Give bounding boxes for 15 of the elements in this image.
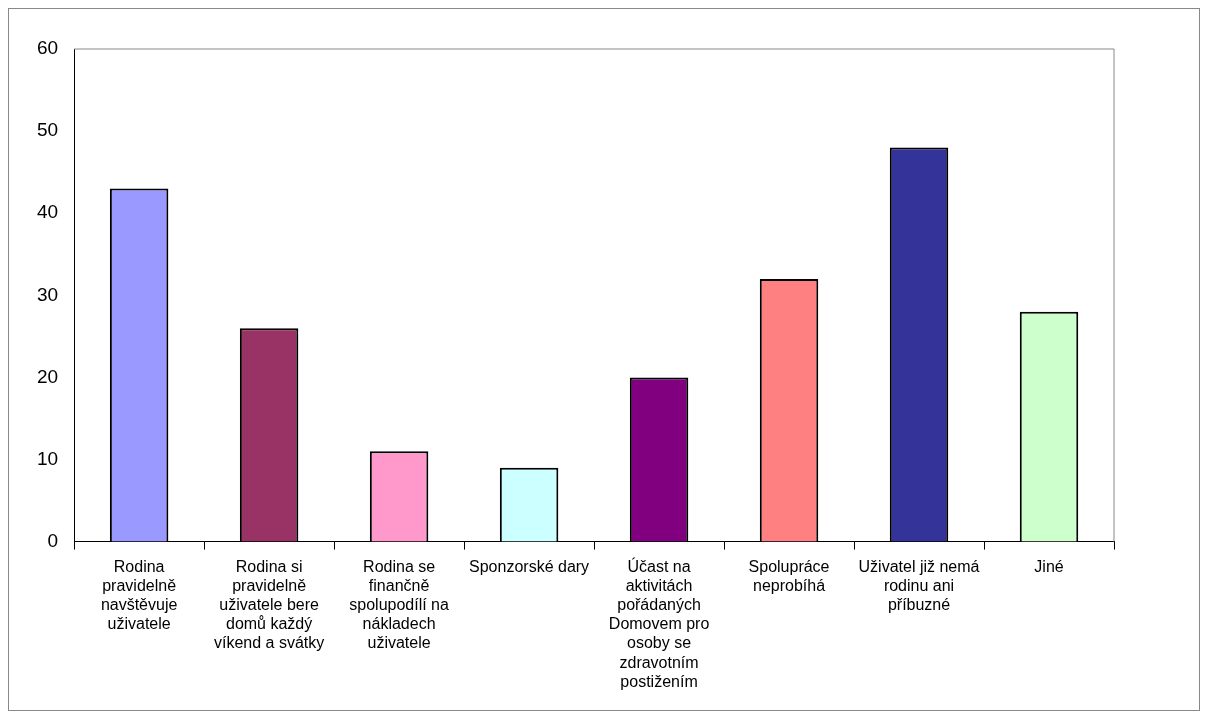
y-tick-label: 20 [36,365,59,387]
x-tick-label: Sponzorské dary [469,557,590,575]
y-tick-label: 60 [36,37,59,59]
x-tick-label: Jiné [1034,557,1064,575]
y-tick-label: 0 [47,529,59,551]
y-tick-label: 40 [36,201,59,223]
y-tick-label: 30 [36,283,59,305]
x-tick-label: Rodina pravidelně navštěvuje uživatele [100,557,178,633]
x-tick-label: Rodina se finančně spolupodílí na nákladech uživatele [349,557,450,652]
y-tick-label: 10 [36,447,59,469]
y-tick-label: 50 [36,119,59,141]
x-tick-label: Rodina si pravidelně uživatele bere domů každý víkend a svátky [213,557,325,652]
x-tick-label: Spolupráce neprobíhá [748,557,830,594]
x-tick-label: Účast na aktivitách pořádaných Domovem pro osoby se zdravotním postižením [608,556,710,690]
x-tick-label: Uživatel již nemá rodinu ani příbuzné [858,557,980,614]
